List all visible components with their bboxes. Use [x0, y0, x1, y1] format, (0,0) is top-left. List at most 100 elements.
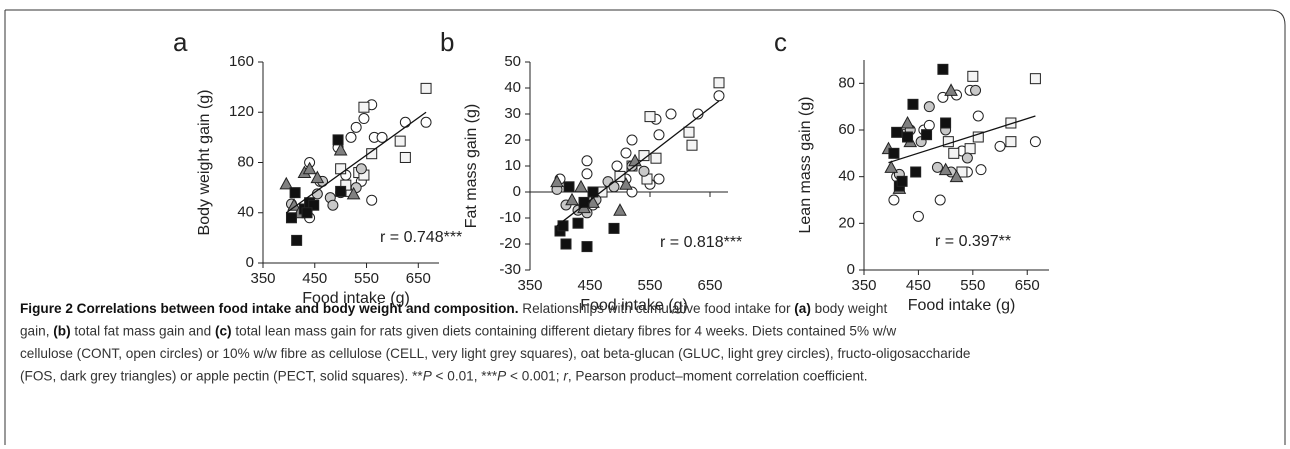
x-tick-label: 650 [406, 270, 431, 287]
point [972, 110, 984, 122]
x-tick-label: 450 [577, 277, 602, 294]
point [923, 101, 935, 113]
caption-text: cellulose (CONT, open circles) or 10% w/… [20, 346, 970, 361]
point [1029, 136, 1041, 148]
point [399, 151, 411, 163]
x-tick-label: 450 [302, 270, 327, 287]
caption-text: gain, [20, 323, 53, 338]
point [355, 163, 367, 175]
point [653, 173, 665, 185]
point [301, 207, 313, 219]
frame [5, 9, 1286, 445]
point [994, 140, 1006, 152]
point [586, 195, 600, 208]
point [650, 152, 662, 164]
annotation: r = 0.397** [935, 233, 1011, 250]
x-tick-label: 650 [697, 277, 722, 294]
annotation: r = 0.818*** [660, 234, 742, 251]
caption-line: cellulose (CONT, open circles) or 10% w/… [20, 346, 970, 361]
y-tick-label: 30 [504, 105, 521, 122]
point [937, 63, 949, 75]
trend-line [888, 115, 1036, 164]
x-tick-label: 350 [851, 277, 876, 294]
y-tick-label: -30 [499, 261, 521, 278]
point [587, 186, 599, 198]
panel-letter: c [774, 27, 787, 57]
point [665, 108, 677, 120]
y-tick-label: 80 [838, 74, 855, 91]
y-tick-label: -20 [499, 235, 521, 252]
point [613, 203, 627, 216]
point [399, 116, 411, 128]
point [891, 126, 903, 138]
point [683, 126, 695, 138]
y-tick-label: 40 [504, 79, 521, 96]
caption-text: (b) [53, 323, 70, 338]
point [931, 161, 943, 173]
x-axis-label: Food intake (g) [302, 290, 410, 307]
x-tick-label: 450 [906, 277, 931, 294]
caption-text: total lean mass gain for rats given diet… [232, 323, 897, 338]
point [902, 131, 914, 143]
point [279, 176, 294, 190]
point [310, 170, 325, 184]
point [975, 164, 987, 176]
point [713, 90, 725, 102]
point [335, 185, 347, 197]
point [949, 169, 964, 183]
point [888, 147, 900, 159]
point [420, 116, 432, 128]
point [574, 179, 588, 193]
point [332, 134, 344, 146]
y-tick-label: 120 [229, 103, 254, 120]
caption-text: total fat mass gain and [71, 323, 215, 338]
point [358, 101, 370, 113]
point [907, 98, 919, 110]
point [967, 70, 979, 82]
point [581, 155, 593, 167]
point [611, 160, 623, 172]
point [1029, 73, 1041, 85]
point [614, 170, 626, 182]
y-axis-label: Lean mass gain (g) [797, 97, 814, 234]
caption-line: gain, (b) total fat mass gain and (c) to… [20, 323, 896, 338]
x-tick-label: 350 [250, 270, 275, 287]
point [944, 83, 958, 96]
caption-text: body weight [811, 301, 888, 316]
x-tick-label: 650 [1015, 277, 1040, 294]
point [938, 162, 953, 176]
point [972, 131, 984, 143]
point [345, 131, 357, 143]
point [961, 152, 973, 164]
point [572, 217, 584, 229]
point [366, 194, 378, 206]
caption-line: (FOS, dark grey triangles) or apple pect… [20, 368, 868, 383]
y-tick-label: 80 [237, 153, 254, 170]
x-tick-label: 550 [637, 277, 662, 294]
point [626, 134, 638, 146]
point [308, 199, 320, 211]
caption-text: (c) [215, 323, 232, 338]
point [653, 129, 665, 141]
point [644, 111, 656, 123]
point [285, 212, 297, 224]
point [896, 175, 908, 187]
caption-text: P [497, 368, 506, 383]
x-axis-label: Food intake (g) [908, 297, 1016, 314]
point [940, 117, 952, 129]
point [366, 148, 378, 160]
y-tick-label: 60 [838, 121, 855, 138]
point [934, 194, 946, 206]
y-tick-label: 50 [504, 53, 521, 70]
y-tick-label: 20 [838, 214, 855, 231]
point [964, 143, 976, 155]
point [376, 131, 388, 143]
point [888, 194, 900, 206]
point [420, 82, 432, 94]
point [581, 168, 593, 180]
caption-text: < 0.01, *** [432, 368, 498, 383]
caption-text: (FOS, dark grey triangles) or apple pect… [20, 368, 423, 383]
caption-text: (a) [794, 301, 811, 316]
caption-text: Figure 2 Correlations between food intak… [20, 301, 518, 316]
